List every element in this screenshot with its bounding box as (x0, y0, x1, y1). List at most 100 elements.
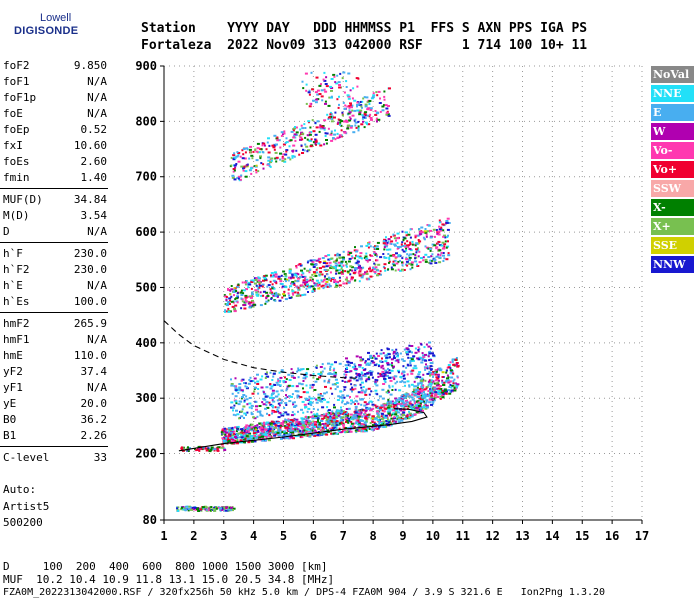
echo-point (377, 425, 381, 428)
echo-point (359, 104, 363, 107)
echo-point (392, 409, 396, 412)
echo-point (305, 89, 308, 92)
echo-point (429, 229, 433, 232)
echo-point (295, 149, 298, 152)
echo-point (382, 372, 386, 375)
echo-point (230, 156, 233, 159)
echo-point (286, 433, 290, 436)
echo-point (248, 295, 252, 298)
echo-point (383, 421, 386, 424)
echo-point (431, 352, 434, 355)
echo-point (270, 404, 274, 407)
echo-point (279, 413, 282, 415)
param-label: fmin (3, 171, 30, 184)
legend-item: E (651, 104, 694, 121)
echo-point (311, 433, 315, 436)
echo-point (383, 402, 386, 405)
echo-point (247, 441, 251, 444)
echo-point (344, 418, 348, 421)
echo-point (430, 392, 434, 395)
echo-point (334, 427, 338, 430)
echo-point (352, 131, 356, 134)
echo-point (263, 398, 267, 401)
echo-point (401, 268, 404, 271)
echo-point (248, 306, 252, 309)
echo-point (345, 357, 348, 360)
echo-point (388, 401, 391, 404)
echo-point (325, 85, 329, 88)
echo-point (311, 119, 314, 122)
echo-point (438, 225, 441, 228)
echo-point (370, 360, 374, 363)
echo-point (385, 425, 388, 428)
echo-point (429, 262, 433, 265)
echo-point (418, 347, 421, 350)
echo-point (277, 293, 280, 296)
echo-point (259, 304, 263, 307)
echo-point (354, 387, 357, 390)
echo-point (279, 158, 282, 161)
echo-point (323, 432, 327, 435)
param-value: 37.4 (80, 365, 108, 378)
echo-point (267, 137, 270, 140)
echo-point (378, 424, 381, 426)
param-label: h`E (3, 279, 23, 292)
echo-point (438, 390, 442, 393)
echo-point (320, 125, 324, 128)
echo-point (418, 250, 421, 253)
echo-point (275, 143, 278, 146)
echo-point (329, 113, 332, 116)
echo-point (283, 434, 286, 437)
echo-point (305, 278, 309, 281)
echo-point (319, 127, 323, 130)
echo-point (337, 106, 340, 109)
echo-point (416, 400, 419, 403)
echo-point (417, 405, 421, 407)
echo-point (411, 351, 413, 354)
echo-point (382, 253, 385, 255)
echo-point (401, 261, 403, 264)
echo-point (398, 245, 402, 248)
echo-point (279, 376, 283, 379)
echo-point (379, 256, 383, 259)
echo-point (281, 431, 284, 434)
echo-point (428, 247, 432, 250)
echo-point (230, 288, 234, 291)
echo-point (286, 426, 289, 429)
echo-point (242, 438, 246, 441)
echo-point (397, 371, 400, 374)
echo-point (334, 81, 337, 84)
echo-point (331, 426, 334, 429)
echo-point (360, 391, 364, 394)
echo-point (351, 97, 354, 100)
echo-point (316, 434, 320, 436)
echo-point (292, 401, 295, 404)
echo-point (345, 265, 348, 268)
echo-point (425, 233, 428, 236)
echo-point (279, 278, 283, 281)
echo-point (210, 506, 213, 509)
param-row: h`Es 100.0 (0, 294, 107, 310)
echo-point (411, 266, 414, 269)
echo-point (344, 278, 348, 281)
echo-point (332, 73, 336, 76)
echo-point (264, 407, 268, 410)
echo-point (347, 250, 350, 253)
echo-point (260, 386, 264, 389)
echo-point (404, 244, 408, 247)
chart-axes: 1 2 3 4 5 6 7 8 9 10 11 12 13 14 15 16 17802003004005006… (135, 59, 649, 543)
x-tick-label: 2 (190, 529, 197, 543)
echo-point (420, 392, 423, 395)
echo-point (447, 364, 451, 366)
echo-point (324, 132, 327, 135)
echo-point (382, 375, 386, 378)
echo-point (396, 355, 399, 358)
echo-point (258, 281, 260, 284)
echo-point (258, 422, 262, 425)
echo-point (287, 437, 291, 440)
echo-point (291, 281, 295, 283)
echo-point (325, 433, 329, 436)
echo-point (403, 396, 407, 399)
echo-point (422, 355, 426, 358)
echo-point (310, 71, 313, 74)
